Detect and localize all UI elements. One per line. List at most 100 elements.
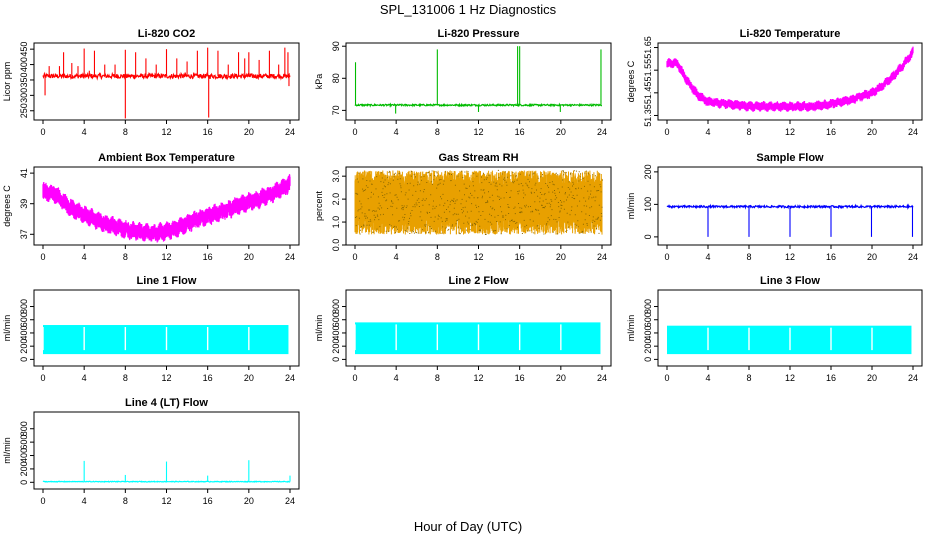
x-tick-label: 4 <box>705 373 710 383</box>
x-tick-label: 12 <box>161 373 171 383</box>
x-tick-label: 4 <box>705 127 710 137</box>
x-tick-label: 8 <box>746 252 751 262</box>
y-tick-label: 2.0 <box>331 193 341 206</box>
panel-title: Line 2 Flow <box>449 275 509 287</box>
series-fill <box>355 322 601 355</box>
x-tick-label: 24 <box>597 127 607 137</box>
y-axis-label: percent <box>314 190 324 221</box>
x-tick-label: 20 <box>244 252 254 262</box>
y-tick-label: 600 <box>331 312 341 327</box>
x-tick-label: 0 <box>352 252 357 262</box>
x-tick-label: 12 <box>161 252 171 262</box>
y-axis-label: ml/min <box>626 193 636 220</box>
series-line-4-lt-flow <box>42 460 291 484</box>
x-tick-label: 8 <box>123 496 128 506</box>
panel-gas-stream-rh: Gas Stream RH 0 4 8 12 16 20 24 0.0 1.0 2.0 3.0 perc… <box>314 152 612 262</box>
y-tick-label: 51.45 <box>643 82 653 105</box>
series-li-820-pressure <box>354 46 602 114</box>
series-fill <box>667 325 912 355</box>
panel-title: Sample Flow <box>756 152 824 164</box>
x-tick-label: 16 <box>515 373 525 383</box>
y-tick-label: 51.65 <box>643 36 653 59</box>
y-tick-label: 400 <box>331 325 341 340</box>
x-tick-label: 24 <box>285 373 295 383</box>
x-tick-label: 12 <box>161 127 171 137</box>
panel-title: Li-820 Pressure <box>438 28 520 40</box>
series-noise <box>354 170 603 235</box>
x-tick-label: 24 <box>908 252 918 262</box>
y-axis-label: kPa <box>314 74 324 90</box>
y-tick-label: 51.35 <box>643 104 653 127</box>
y-tick-label: 51.55 <box>643 59 653 82</box>
x-tick-label: 24 <box>285 127 295 137</box>
y-tick-label: 300 <box>19 88 29 103</box>
x-tick-label: 16 <box>826 127 836 137</box>
panel-li-820-pressure: Li-820 Pressure 0 4 8 12 16 20 24 70 80 90 kPa <box>314 28 612 137</box>
y-tick-label: 600 <box>19 435 29 450</box>
x-axis-title: Hour of Day (UTC) <box>414 519 522 534</box>
y-axis-label: ml/min <box>2 437 12 464</box>
y-axis-label: Licor ppm <box>2 62 12 102</box>
x-tick-label: 12 <box>473 252 483 262</box>
y-tick-label: 39 <box>19 199 29 209</box>
panel-title: Li-820 CO2 <box>138 28 195 40</box>
y-tick-label: 250 <box>19 103 29 118</box>
x-tick-label: 16 <box>203 127 213 137</box>
series-line-1-flow <box>42 325 291 355</box>
x-tick-label: 12 <box>785 373 795 383</box>
y-tick-label: 200 <box>643 164 653 179</box>
y-axis-label: ml/min <box>314 315 324 342</box>
series-gas-stream-rh <box>354 169 603 235</box>
series-li-820-co2 <box>42 47 291 119</box>
x-tick-label: 0 <box>664 252 669 262</box>
x-tick-label: 12 <box>785 127 795 137</box>
panel-title: Gas Stream RH <box>438 152 518 164</box>
x-tick-label: 0 <box>664 127 669 137</box>
y-tick-label: 90 <box>331 41 341 51</box>
x-tick-label: 8 <box>746 127 751 137</box>
y-tick-label: 200 <box>331 339 341 354</box>
y-tick-label: 450 <box>19 42 29 57</box>
y-axis-label: degrees C <box>626 60 636 102</box>
x-tick-label: 8 <box>435 373 440 383</box>
x-tick-label: 8 <box>123 127 128 137</box>
x-tick-label: 20 <box>244 496 254 506</box>
series-sample-flow <box>666 203 914 237</box>
x-tick-label: 0 <box>40 496 45 506</box>
x-tick-label: 8 <box>123 252 128 262</box>
x-tick-label: 20 <box>556 127 566 137</box>
x-tick-label: 8 <box>123 373 128 383</box>
y-tick-label: 3.0 <box>331 170 341 183</box>
y-tick-label: 600 <box>643 312 653 327</box>
series-fill <box>43 325 289 355</box>
y-tick-label: 0 <box>19 480 29 485</box>
panel-line-4-lt-flow: Line 4 (LT) Flow 0 4 8 12 16 20 24 0 200400600800… <box>2 397 300 506</box>
x-tick-label: 8 <box>435 127 440 137</box>
y-tick-label: 41 <box>19 168 29 178</box>
figure-title: SPL_131006 1 Hz Diagnostics <box>380 2 557 17</box>
y-axis-label: degrees C <box>2 185 12 227</box>
x-tick-label: 24 <box>597 373 607 383</box>
y-tick-label: 800 <box>19 299 29 314</box>
x-tick-label: 24 <box>285 496 295 506</box>
y-axis-label: ml/min <box>626 315 636 342</box>
x-tick-label: 16 <box>515 127 525 137</box>
x-tick-label: 4 <box>82 373 87 383</box>
x-tick-label: 12 <box>473 373 483 383</box>
x-tick-label: 20 <box>867 127 877 137</box>
series-li-820-temperature <box>666 46 914 112</box>
x-tick-label: 16 <box>203 496 213 506</box>
series-band <box>42 174 291 243</box>
x-tick-label: 24 <box>597 252 607 262</box>
series-noise-dots <box>355 169 603 235</box>
x-tick-label: 4 <box>82 252 87 262</box>
x-tick-label: 24 <box>285 252 295 262</box>
y-tick-label: 0.0 <box>331 239 341 252</box>
y-tick-label: 800 <box>19 421 29 436</box>
